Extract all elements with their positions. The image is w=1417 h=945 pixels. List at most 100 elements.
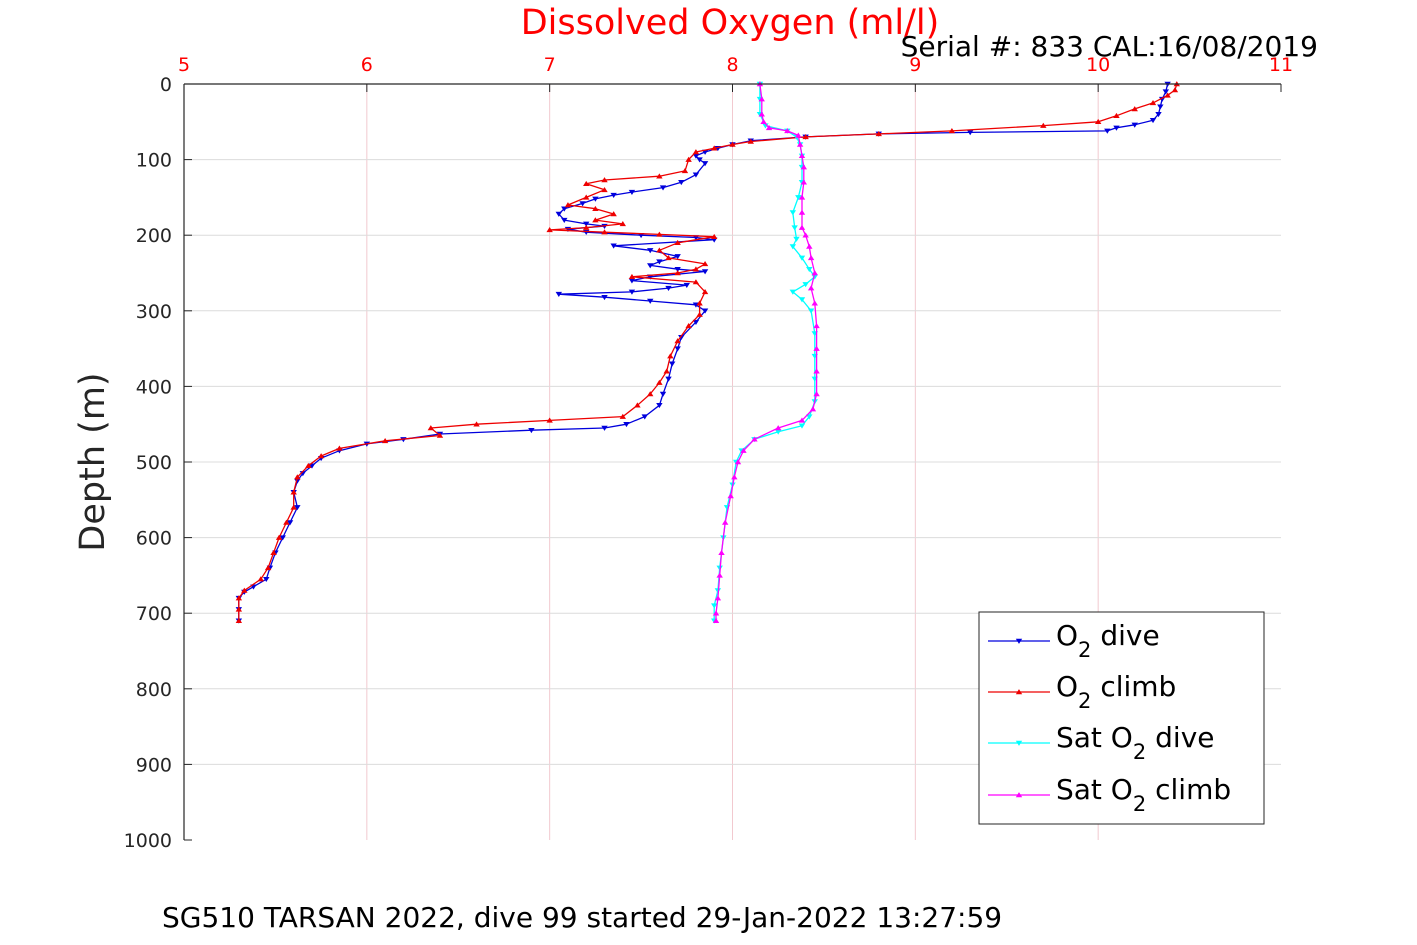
data-point <box>1164 92 1171 98</box>
data-point <box>798 255 806 261</box>
data-point <box>798 194 806 200</box>
data-point <box>681 168 689 174</box>
data-point <box>674 254 681 260</box>
data-point <box>619 413 626 419</box>
series-layer <box>235 81 1180 624</box>
data-point <box>264 564 272 571</box>
data-point <box>711 233 718 239</box>
serial-calibration-label: Serial #: 833 CAL:16/08/2019 <box>901 30 1318 63</box>
data-point <box>678 180 685 186</box>
data-point <box>1149 118 1157 124</box>
data-point <box>718 549 725 555</box>
data-point <box>760 118 767 125</box>
data-point <box>656 379 663 385</box>
data-point <box>685 156 692 162</box>
data-point <box>811 270 818 276</box>
data-point <box>619 220 626 227</box>
data-point <box>1162 89 1170 95</box>
y-tick-label: 700 <box>136 603 172 625</box>
data-point <box>592 205 599 211</box>
data-point <box>729 141 736 147</box>
data-point <box>555 291 563 298</box>
data-point <box>381 437 389 444</box>
data-point <box>789 210 797 216</box>
legend-label: Sat O2 dive <box>1056 721 1214 764</box>
data-point <box>583 180 590 187</box>
legend-box <box>978 611 1265 825</box>
data-point <box>561 206 568 212</box>
data-point <box>875 131 882 137</box>
data-point <box>701 261 709 267</box>
data-point <box>656 173 663 179</box>
data-point <box>279 535 286 541</box>
data-point <box>623 421 630 428</box>
y-tick-label: 900 <box>136 754 172 776</box>
data-point <box>701 308 709 314</box>
data-point <box>727 493 734 499</box>
data-point <box>811 300 818 306</box>
data-point <box>798 297 806 303</box>
data-point <box>583 194 590 200</box>
data-point <box>1155 112 1162 118</box>
data-point <box>806 266 813 273</box>
legend-label: O2 dive <box>1056 619 1160 662</box>
data-point <box>286 520 294 526</box>
x-tick-label: 5 <box>178 54 190 76</box>
data-point <box>436 432 444 438</box>
data-point <box>683 282 690 288</box>
legend-marker-sample <box>1015 638 1023 644</box>
data-point <box>235 617 243 623</box>
data-point <box>659 185 667 191</box>
data-point <box>811 274 818 280</box>
y-tick-label: 0 <box>160 74 172 96</box>
data-point <box>601 186 608 193</box>
data-point <box>336 445 343 451</box>
data-point <box>601 294 608 301</box>
legend-label: Sat O2 climb <box>1056 773 1231 816</box>
data-point <box>798 224 806 230</box>
data-point <box>674 239 681 245</box>
y-tick-label: 200 <box>136 225 172 247</box>
data-point <box>656 259 663 265</box>
data-point <box>641 414 648 420</box>
x-tick-label: 6 <box>361 54 373 76</box>
data-point <box>257 576 264 582</box>
data-point <box>802 232 809 238</box>
data-point <box>798 209 806 215</box>
data-point <box>711 603 718 609</box>
data-point <box>241 587 248 593</box>
data-point <box>711 145 718 151</box>
data-point <box>1149 100 1157 106</box>
series-sat-o2-climb <box>712 81 820 623</box>
data-point <box>701 161 709 167</box>
data-point <box>1113 125 1120 131</box>
data-point <box>270 549 277 555</box>
data-point <box>1131 106 1138 112</box>
data-point <box>765 124 773 131</box>
data-point <box>647 248 654 254</box>
data-point <box>798 152 806 159</box>
data-point <box>696 157 703 163</box>
legend-marker-sample <box>1015 740 1023 746</box>
data-point <box>628 189 636 195</box>
x-tick-label: 8 <box>726 54 738 76</box>
legend-entry: O2 dive <box>988 619 1160 662</box>
legend-marker-sample <box>1015 792 1023 798</box>
data-point <box>784 127 791 134</box>
data-point <box>807 255 815 261</box>
y-tick-label: 500 <box>136 452 172 474</box>
data-point <box>656 231 663 237</box>
data-point <box>647 391 654 397</box>
data-point <box>235 606 243 612</box>
data-point <box>665 376 672 382</box>
data-point <box>692 319 700 326</box>
data-point <box>758 96 765 102</box>
data-point <box>1171 87 1179 93</box>
y-tick-label: 600 <box>136 528 172 550</box>
data-point <box>601 177 608 183</box>
data-point <box>731 474 738 480</box>
data-point <box>546 417 553 423</box>
data-point <box>692 172 700 178</box>
data-point <box>659 391 667 397</box>
